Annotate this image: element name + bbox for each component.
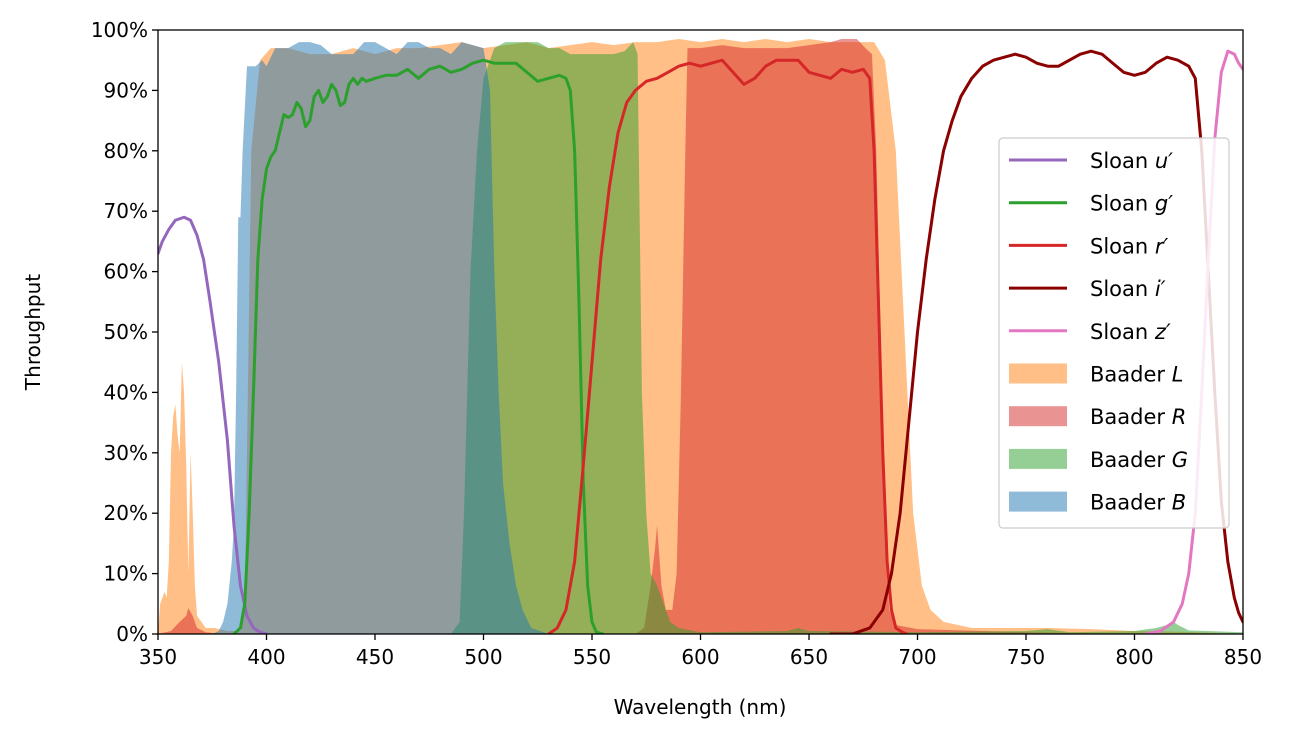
legend-item-baader-g: Baader G	[1009, 448, 1188, 472]
x-tick-label: 700	[898, 645, 936, 669]
x-tick-label: 750	[1007, 645, 1045, 669]
legend-label: Sloan r′	[1090, 234, 1169, 258]
legend-swatch	[1009, 448, 1067, 469]
y-tick-label: 20%	[104, 501, 148, 525]
legend-label: Baader R	[1090, 405, 1186, 429]
legend-label: Sloan z′	[1090, 320, 1171, 344]
y-tick-label: 90%	[104, 78, 148, 102]
x-tick-label: 550	[573, 645, 611, 669]
y-tick-label: 70%	[104, 199, 148, 223]
legend-item-baader-l: Baader L	[1009, 363, 1183, 387]
x-tick-label: 600	[681, 645, 719, 669]
legend-item-sloan-u: Sloan u′	[1009, 149, 1173, 173]
legend-item-sloan-i: Sloan i′	[1009, 277, 1166, 301]
legend-swatch	[1009, 491, 1067, 512]
y-tick-label: 10%	[104, 562, 148, 586]
x-tick-label: 350	[139, 645, 177, 669]
legend-label: Baader G	[1090, 448, 1188, 472]
legend-swatch	[1009, 406, 1067, 427]
legend-item-sloan-g: Sloan g′	[1009, 192, 1173, 216]
legend-frame	[998, 137, 1230, 529]
y-axis-label: Throughput	[21, 274, 45, 391]
x-tick-label: 650	[790, 645, 828, 669]
y-tick-label: 100%	[91, 18, 148, 42]
x-tick-label: 450	[356, 645, 394, 669]
legend-item-sloan-z: Sloan z′	[1009, 320, 1171, 344]
line-sloan-g	[232, 58, 605, 634]
x-tick-label: 500	[464, 645, 502, 669]
x-tick-label: 850	[1224, 645, 1262, 669]
legend-label: Sloan u′	[1090, 149, 1173, 173]
legend-label: Baader B	[1090, 491, 1186, 515]
y-tick-label: 60%	[104, 260, 148, 284]
y-tick-label: 80%	[104, 139, 148, 163]
x-tick-label: 400	[247, 645, 285, 669]
line-sloan-u	[158, 215, 268, 634]
area-baader-r	[158, 39, 1243, 634]
legend-swatch	[1009, 363, 1067, 384]
legend-item-sloan-r: Sloan r′	[1009, 234, 1169, 258]
y-axis: 0% 10% 20% 30% 40% 50% 60% 70% 80% 90% 100%	[91, 18, 158, 646]
y-tick-label: 50%	[104, 320, 148, 344]
area-series-layer	[158, 39, 1243, 634]
x-axis-label: Wavelength (nm)	[614, 695, 787, 719]
area-baader-b	[158, 42, 1243, 634]
y-tick-label: 0%	[116, 622, 148, 646]
legend-item-baader-r: Baader R	[1009, 405, 1186, 429]
legend-item-baader-b: Baader B	[1009, 491, 1186, 515]
y-tick-label: 30%	[104, 441, 148, 465]
legend-label: Baader L	[1090, 363, 1183, 387]
legend: Sloan u′ Sloan g′ Sloan r′ Sloan i′ Sloan z′…	[998, 137, 1230, 529]
line-sloan-r	[547, 58, 909, 634]
legend-label: Sloan g′	[1090, 192, 1173, 216]
x-axis: 350 400 450 500 550 600 650 700 750 800 850	[139, 634, 1262, 669]
legend-label: Sloan i′	[1090, 277, 1166, 301]
x-tick-label: 800	[1115, 645, 1153, 669]
y-tick-label: 40%	[104, 380, 148, 404]
